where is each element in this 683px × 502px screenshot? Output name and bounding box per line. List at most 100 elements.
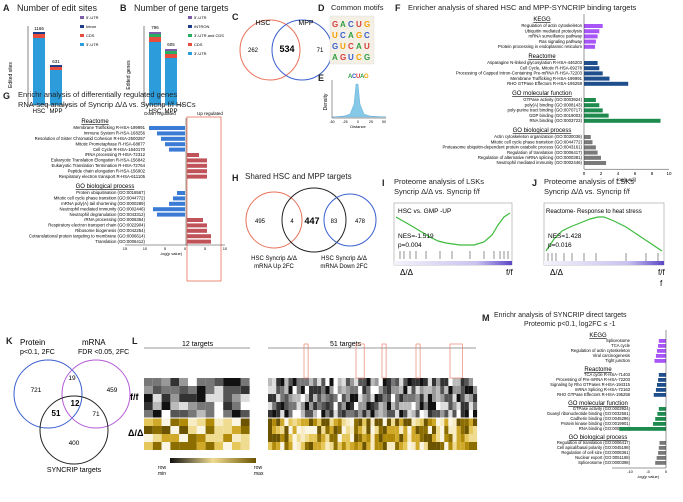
enrichment-bar [584,81,629,86]
heatmap-cell [468,410,473,418]
heatmap-cell [403,394,408,402]
heatmap-cell [403,434,408,442]
heatmap-cell [325,402,330,410]
panel-k: K Protein p<0.1, 2FC mRNA FDR <0.05, 2FC… [0,320,140,502]
heatmap-cell [395,394,400,402]
heatmap-cell [415,442,420,450]
heatmap-cell [232,394,241,402]
diverging-bar [149,126,185,130]
heatmap-cell [448,394,453,402]
heatmap-cell [144,378,153,386]
section-heading: GO biological process [76,184,135,190]
heatmap-cell [473,442,478,450]
heatmap-cell [161,442,171,450]
gene-set-name: Reactome- Response to heat stress [546,209,642,215]
panel-label: M [482,313,490,323]
enrichment-bar [584,113,609,118]
term-label: Nuclear export (GO:0051168) [575,455,630,460]
heatmap-cell [337,378,342,386]
heatmap-cell [188,434,197,442]
diverging-bar [157,131,185,136]
heatmap-cell [370,418,375,426]
panel-title: Number of edit sites [17,3,98,13]
svg-text:G: G [332,20,338,29]
color-scale [170,458,256,463]
term-label: Eukaryotic Translation Termination R-HSA… [51,163,145,168]
heatmap-cell [333,386,338,394]
heatmap-cell [354,378,359,386]
legend-3utr: 3'-UTR [194,51,207,56]
heatmap-cell [354,386,359,394]
x-tick: 5 [204,246,207,251]
term-label: Resolution of Sister Chromatid Cohesion … [35,136,146,141]
x-axis-label: -log(p value) [160,251,183,256]
heatmap-cell [370,394,375,402]
heatmap-cell [350,386,355,394]
heatmap-cell [382,378,387,386]
svg-text:C: C [364,31,370,40]
diverging-bar-chart: Down regulated Up regulated ReactomeMembra… [29,111,228,282]
panel-subtitle: RNA-seq analysis of Syncrip Δ/Δ vs. Sync… [18,100,196,109]
heatmap-cell [399,442,404,450]
enrichment-bar [657,412,666,416]
heatmap-cell [317,394,322,402]
heatmap-cell [288,426,293,434]
x-tick: 5 [164,246,167,251]
svg-text:A: A [340,20,346,29]
bar-mpp-cds [50,67,62,70]
heatmap-cell [232,418,241,426]
heatmap-cell [452,418,457,426]
heatmap-cell [296,378,301,386]
heatmap-cell [337,402,342,410]
heatmap-cell [350,418,355,426]
heatmap-cell [411,402,416,410]
svg-text:U: U [332,31,338,40]
heatmap-cell [144,442,153,450]
heatmap-cell [440,434,445,442]
svg-text:C: C [356,53,362,62]
heatmap-cell [407,442,412,450]
heatmap-cell [196,378,206,386]
term-label: Cell Cycle R-HSA-1640170 [93,147,146,152]
count-right: 71 [317,48,324,54]
enrichment-bar [658,344,666,348]
heatmap-cell [321,378,326,386]
heatmap-cell [313,426,318,434]
heatmap-cell [329,410,334,418]
heatmap-cell [240,434,250,442]
diverging-bar [187,174,207,179]
heatmap-cell [292,394,297,402]
group-title-51: 51 targets [330,341,362,348]
panel-h: H Shared HSC and MPP targets 495 4 447 8… [232,170,382,280]
heatmap-cell [370,386,375,394]
term-label: Guanyl ribonucleotide binding (GO:003256… [547,411,631,416]
heatmap-cell [333,378,338,386]
panel-i: I Proteome analysis of LSKs Syncrip Δ/Δ … [380,175,530,290]
term-label: mRNA poly(A) tail shortening (GO:0000289… [61,201,145,206]
heatmap-cell [280,418,285,426]
svg-text:U: U [348,53,354,62]
count-721: 721 [31,387,42,394]
bar-mpp-3utr [50,70,62,105]
total-hsc: 796 [151,25,159,30]
panel-title: Proteome analysis of LSKs [544,177,635,186]
section-heading: GO biological process [569,435,628,441]
enrichment-bar [653,393,666,397]
term-label: Processing of Capped Intron-Containing P… [456,71,583,76]
x-tick: 10 [143,246,148,251]
heatmap-cell [232,410,241,418]
panel-label: E [318,73,325,83]
heatmap-cell [415,434,420,442]
heatmap-cell [288,394,293,402]
heatmap-cell [268,394,273,402]
heatmap-cell [317,418,322,426]
heatmap-cell [464,386,469,394]
heatmap-cell [386,434,391,442]
heatmap-cell [358,418,363,426]
heatmap-cell [272,386,277,394]
svg-text:G: G [364,53,370,62]
svg-text:C: C [348,42,354,51]
venn-diagram: 495 4 447 83 478 HSC Syncrip Δ/Δ mRNA Up… [245,187,377,270]
svg-text:A: A [348,31,354,40]
heatmap-cell [411,410,416,418]
